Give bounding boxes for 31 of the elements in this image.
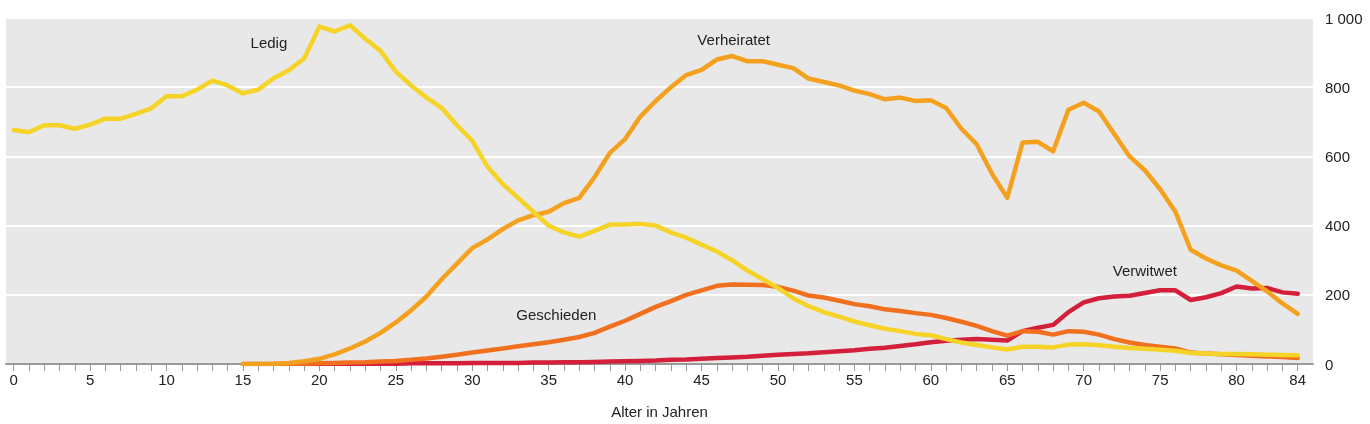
x-tick-label: 60 [922, 371, 940, 388]
x-tick-label: 35 [540, 371, 558, 388]
line-series [11, 23, 1300, 358]
x-tick-label: 55 [846, 371, 863, 388]
series-label: Verheiratet [697, 31, 771, 49]
x-tick-label: 45 [693, 371, 710, 388]
x-tick-label: 84 [1289, 371, 1307, 388]
x-tick-label: 40 [616, 371, 634, 388]
series-label: Verwitwet [1112, 262, 1178, 280]
x-tick-label: 25 [387, 371, 405, 388]
x-tick-label: 70 [1075, 371, 1093, 388]
y-tick-label: 200 [1325, 286, 1351, 304]
x-tick-label: 20 [311, 371, 328, 388]
x-axis-title: Alter in Jahren [611, 403, 708, 420]
x-tick-label: 15 [234, 371, 252, 388]
series-label: Geschieden [516, 305, 597, 323]
x-tick-label: 75 [1151, 371, 1169, 388]
x-tick-label: 0 [9, 371, 18, 388]
y-tick-label: 800 [1325, 78, 1351, 96]
x-tick-label: 65 [998, 371, 1016, 388]
line-series [240, 53, 1300, 367]
y-tick-label: 400 [1325, 217, 1351, 235]
x-tick-label: 5 [85, 371, 95, 388]
x-tick-label: 10 [158, 371, 175, 388]
y-tick-label: 0 [1325, 355, 1334, 373]
series-label: Ledig [250, 33, 288, 51]
x-tick-label: 80 [1228, 371, 1245, 388]
x-tick-label: 30 [463, 371, 481, 388]
y-tick-label: 600 [1325, 147, 1351, 165]
x-tick-label: 50 [769, 371, 787, 388]
y-tick-label: 1 000 [1325, 9, 1363, 27]
